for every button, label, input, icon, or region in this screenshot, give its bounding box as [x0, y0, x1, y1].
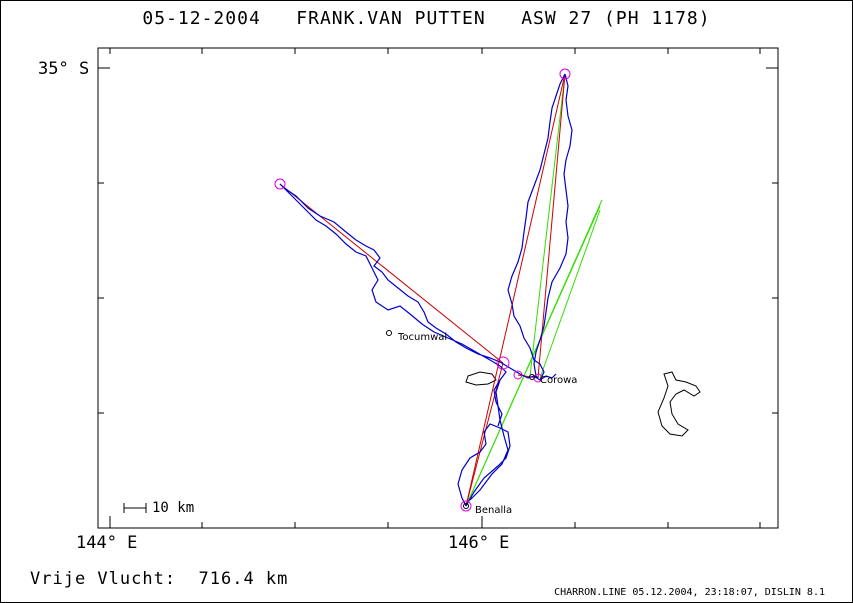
- free-flight-distance: Vrije Vlucht: 716.4 km: [30, 569, 289, 589]
- task-legs: [279, 73, 566, 507]
- map-frame: [97, 47, 779, 529]
- lon-label-146: 146° E: [448, 533, 510, 553]
- tocumwal-marker: [386, 330, 392, 336]
- observation-sectors: [465, 73, 603, 507]
- corowa-marker: [529, 374, 535, 380]
- lon-label-144: 144° E: [76, 533, 138, 553]
- axis-ticks: [98, 48, 778, 528]
- credits-line: CHARRON.LINE 05.12.2004, 23:18:07, DISLI…: [554, 587, 825, 598]
- scale-label: 10 km: [152, 500, 195, 516]
- turnpoint-4: [513, 370, 523, 380]
- turnpoints: [274, 68, 571, 512]
- gps-track: [279, 73, 573, 507]
- turnpoint-3: [496, 356, 510, 370]
- place-label-corowa: Corowa: [540, 375, 578, 386]
- turnpoint-6: [460, 500, 472, 512]
- benalla-marker: [463, 503, 469, 509]
- scale-bar: [123, 503, 147, 513]
- town-markers: [386, 330, 535, 509]
- turnpoint-1: [274, 178, 286, 190]
- turnpoint-2: [559, 68, 571, 80]
- place-label-tocumwal: Tocumwal: [398, 332, 448, 343]
- lake-mulwala: [465, 371, 497, 386]
- lat-label: 35° S: [38, 59, 90, 79]
- flight-title: 05-12-2004 FRANK.VAN PUTTEN ASW 27 (PH 1…: [142, 8, 711, 29]
- place-label-benalla: Benalla: [475, 505, 513, 516]
- lake-hume: [657, 371, 701, 437]
